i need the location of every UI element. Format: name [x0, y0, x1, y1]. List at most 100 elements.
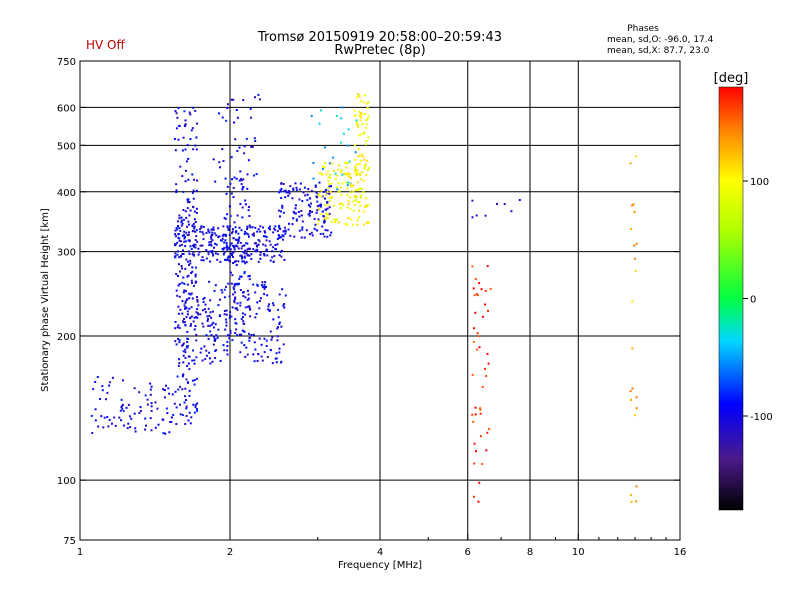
data-point — [194, 273, 197, 276]
data-point — [187, 178, 190, 181]
data-point — [192, 206, 195, 209]
data-point — [176, 228, 179, 231]
data-point — [356, 123, 359, 126]
data-point — [175, 343, 178, 346]
data-point — [307, 188, 310, 191]
data-point — [173, 138, 176, 140]
data-point — [181, 267, 183, 270]
data-point — [268, 303, 270, 306]
data-point — [365, 206, 368, 209]
data-point — [354, 199, 357, 202]
data-point — [257, 243, 260, 246]
data-point — [174, 321, 177, 323]
data-point — [225, 324, 228, 327]
data-point — [474, 311, 477, 314]
data-point — [283, 258, 286, 261]
data-point — [327, 180, 330, 183]
data-point — [356, 96, 358, 99]
data-point — [234, 332, 237, 334]
data-point — [194, 325, 197, 327]
y-tick-label: 750 — [57, 57, 76, 68]
data-point — [248, 278, 251, 281]
data-point — [333, 170, 335, 172]
data-point — [358, 114, 361, 117]
data-point — [267, 308, 270, 311]
data-point — [186, 225, 188, 228]
data-point — [356, 196, 359, 198]
data-point — [156, 407, 159, 410]
data-point — [234, 296, 237, 299]
data-point — [246, 248, 249, 251]
data-point — [308, 212, 311, 215]
data-point — [327, 213, 330, 216]
data-point — [242, 251, 245, 253]
data-point — [359, 116, 362, 119]
data-point — [177, 337, 179, 340]
data-point — [292, 210, 295, 213]
data-point — [363, 158, 366, 161]
data-point — [170, 421, 173, 423]
data-point — [316, 200, 319, 203]
data-point — [315, 229, 318, 232]
y-tick-label: 600 — [57, 103, 76, 114]
data-point — [239, 254, 242, 257]
data-point — [223, 251, 226, 254]
data-point — [340, 169, 343, 171]
data-point — [241, 206, 244, 209]
data-point — [280, 210, 282, 213]
data-point — [146, 398, 149, 401]
data-point — [317, 193, 320, 196]
data-point — [186, 298, 189, 301]
data-point — [228, 314, 231, 317]
data-point — [208, 241, 211, 244]
data-point — [233, 121, 236, 124]
data-point — [150, 385, 153, 388]
data-point — [326, 235, 329, 238]
data-point — [635, 396, 638, 399]
data-point — [188, 292, 191, 295]
data-point — [258, 98, 261, 101]
data-point — [479, 412, 482, 415]
data-point — [324, 189, 327, 191]
data-point — [254, 316, 257, 319]
data-point — [246, 226, 249, 229]
data-point — [182, 190, 185, 193]
data-point — [244, 203, 247, 206]
data-point — [175, 112, 178, 115]
data-point — [367, 166, 370, 169]
data-point — [347, 203, 350, 206]
data-point — [634, 414, 636, 417]
data-point — [312, 177, 315, 180]
data-point — [186, 198, 189, 201]
data-point — [265, 239, 268, 242]
data-point — [204, 308, 207, 311]
data-point — [226, 213, 229, 216]
data-point — [179, 165, 182, 168]
data-point — [231, 256, 234, 258]
data-point — [283, 303, 286, 305]
data-point — [364, 164, 367, 167]
data-point — [207, 337, 210, 340]
data-point — [355, 174, 358, 177]
data-point — [250, 145, 253, 148]
data-point — [232, 262, 235, 264]
data-point — [202, 225, 205, 228]
data-point — [174, 340, 177, 343]
data-point — [187, 250, 190, 253]
data-point — [236, 116, 239, 119]
data-point — [233, 299, 236, 302]
data-point — [278, 293, 281, 296]
data-point — [333, 204, 336, 207]
data-point — [277, 326, 280, 329]
data-point — [486, 352, 489, 355]
data-point — [474, 278, 477, 281]
data-point — [471, 199, 474, 202]
data-point — [243, 256, 246, 259]
data-point — [227, 259, 230, 262]
data-point — [282, 183, 285, 185]
data-point — [223, 216, 226, 219]
data-point — [313, 227, 316, 230]
data-point — [227, 228, 230, 231]
data-point — [323, 220, 326, 223]
data-point — [344, 222, 347, 225]
